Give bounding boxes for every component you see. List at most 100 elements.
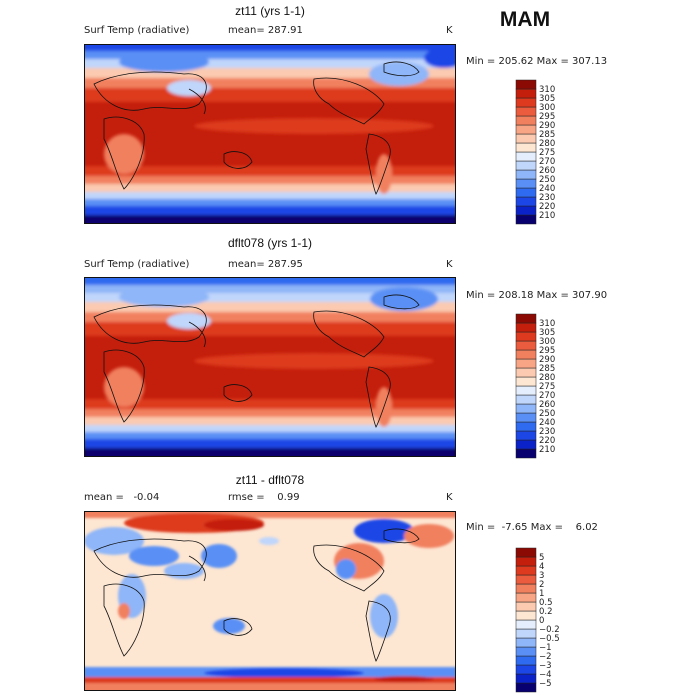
panel-3-units-label: K [446,492,453,503]
colorbar-label: 220 [539,436,555,446]
colorbar-box [515,448,537,459]
panel-1-units-label: K [446,25,453,36]
colorbar-label: 0.2 [539,607,553,617]
panel-3-difference-map [84,511,456,691]
panel-1-title: zt11 (yrs 1-1) [235,4,305,18]
colorbar-box [515,79,537,90]
colorbar-box [515,412,537,423]
colorbar-box [515,376,537,387]
colorbar-label: −3 [539,661,552,671]
panel-1-variable-label: Surf Temp (radiative) [84,25,190,36]
panel-2-colorbar: 210 220 230 240 250 260 270 275 280 285 290 295 300 3… [515,313,576,460]
colorbar-box [515,655,537,666]
colorbar-label: 260 [539,400,555,410]
colorbar-box [515,106,537,117]
colorbar-label: 280 [539,373,555,383]
season-label: MAM [499,8,551,31]
colorbar-label: −2 [539,652,552,662]
colorbar-label: 310 [539,85,555,95]
panel-3-minmax-label: Min = -7.65 Max = 6.02 [466,522,598,533]
colorbar-label: 275 [539,382,555,392]
colorbar-label: 210 [539,445,555,455]
colorbar-box [515,88,537,99]
colorbar-box [515,214,537,225]
colorbar-label: 0.5 [539,598,553,608]
colorbar-label: 220 [539,202,555,212]
colorbar-box [515,340,537,351]
colorbar-box [515,547,537,558]
colorbar-box [515,115,537,126]
panel-2-title: dflt078 (yrs 1-1) [227,236,313,250]
colorbar-label: 285 [539,130,555,140]
colorbar-label: 1 [539,589,544,599]
colorbar-box [515,610,537,621]
colorbar-label: 305 [539,94,555,104]
colorbar-box [515,565,537,576]
colorbar-box [515,637,537,648]
colorbar-box [515,556,537,567]
colorbar-box [515,133,537,144]
colorbar-box [515,592,537,603]
colorbar-box [515,394,537,405]
panel-1-temperature-map [84,44,456,224]
panel-2-minmax-label: Min = 208.18 Max = 307.90 [466,290,608,301]
colorbar-box [515,682,537,693]
colorbar-box [515,97,537,108]
panel-3-colorbar: −5 −4 −3 −2 −1 −0.5 −0.2 0 0.2 0.5 1 2 3 4 5 [515,547,576,694]
colorbar-box [515,403,537,414]
colorbar-label: 250 [539,409,555,419]
colorbar-label: 0 [539,616,544,626]
colorbar-box [515,385,537,396]
colorbar-label: 305 [539,328,555,338]
colorbar-box [515,646,537,657]
colorbar-box [515,439,537,450]
colorbar-box [515,619,537,630]
colorbar-label: 240 [539,418,555,428]
colorbar-label: 270 [539,391,555,401]
colorbar-box [515,322,537,333]
colorbar-box [515,421,537,432]
colorbar-box [515,664,537,675]
colorbar-box [515,358,537,369]
panel-1-colorbar: 210 220 230 240 250 260 270 275 280 285 290 295 300 3… [515,79,576,226]
colorbar-label: 300 [539,103,555,113]
colorbar-label: 300 [539,337,555,347]
colorbar-box [515,349,537,360]
colorbar-box [515,205,537,216]
colorbar-label: 250 [539,175,555,185]
colorbar-label: 275 [539,148,555,158]
colorbar-label: 260 [539,166,555,176]
panel-2-temperature-map [84,277,456,457]
colorbar-label: 280 [539,139,555,149]
colorbar-box [515,574,537,585]
colorbar-label: 2 [539,580,544,590]
panel-3-mean-label: mean = -0.04 [84,492,160,503]
panel-3-title: zt11 - dflt078 [235,473,305,487]
colorbar-label: 4 [539,562,544,572]
panel-1-minmax-label: Min = 205.62 Max = 307.13 [466,56,608,67]
colorbar-label: 230 [539,193,555,203]
colorbar-box [515,142,537,153]
panel-3-rmse-label: rmse = 0.99 [228,492,300,503]
colorbar-box [515,124,537,135]
colorbar-label: 5 [539,553,544,563]
colorbar-box [515,151,537,162]
colorbar-label: 230 [539,427,555,437]
colorbar-box [515,331,537,342]
colorbar-box [515,583,537,594]
colorbar-box [515,169,537,180]
colorbar-box [515,160,537,171]
colorbar-label: 210 [539,211,555,221]
colorbar-label: 295 [539,346,555,356]
panel-1-mean-label: mean= 287.91 [228,25,303,36]
colorbar-label: 270 [539,157,555,167]
colorbar-label: −4 [539,670,552,680]
colorbar-label: 295 [539,112,555,122]
colorbar-label: 240 [539,184,555,194]
colorbar-box [515,178,537,189]
colorbar-label: 3 [539,571,544,581]
colorbar-label: 310 [539,319,555,329]
panel-2-mean-label: mean= 287.95 [228,259,303,270]
panel-2-units-label: K [446,259,453,270]
colorbar-label: −1 [539,643,552,653]
